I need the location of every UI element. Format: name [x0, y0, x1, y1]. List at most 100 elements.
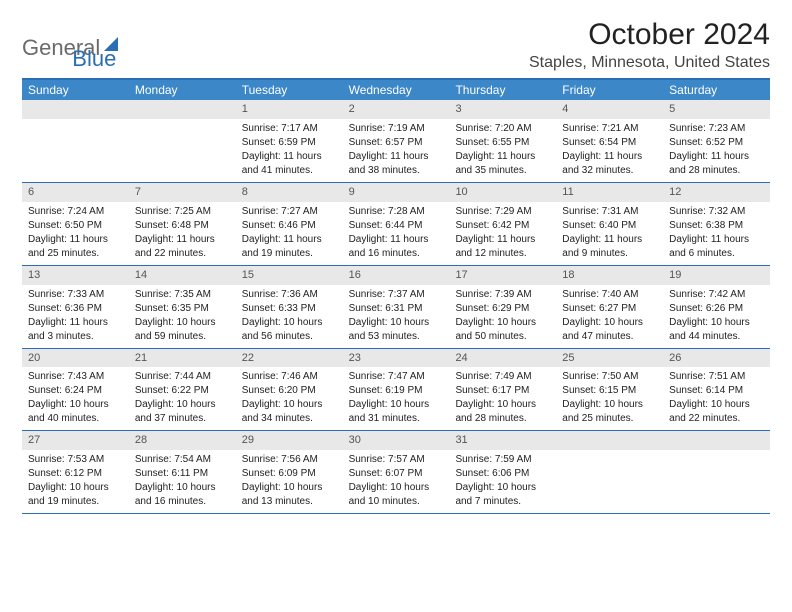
day-number: 1 [236, 100, 343, 119]
day-body: Sunrise: 7:24 AMSunset: 6:50 PMDaylight:… [22, 202, 129, 265]
daylight-text: and 31 minutes. [349, 412, 444, 426]
sunset-text: Sunset: 6:46 PM [242, 219, 337, 233]
daylight-text: and 28 minutes. [455, 412, 550, 426]
logo-text-blue: Blue [72, 46, 116, 72]
daylight-text: Daylight: 11 hours [28, 316, 123, 330]
sunset-text: Sunset: 6:12 PM [28, 467, 123, 481]
day-cell: 23Sunrise: 7:47 AMSunset: 6:19 PMDayligh… [343, 349, 450, 431]
daylight-text: and 13 minutes. [242, 495, 337, 509]
sunset-text: Sunset: 6:20 PM [242, 384, 337, 398]
day-number: 30 [343, 431, 450, 450]
sunrise-text: Sunrise: 7:32 AM [669, 205, 764, 219]
sunrise-text: Sunrise: 7:28 AM [349, 205, 444, 219]
day-body: Sunrise: 7:28 AMSunset: 6:44 PMDaylight:… [343, 202, 450, 265]
day-body: Sunrise: 7:21 AMSunset: 6:54 PMDaylight:… [556, 119, 663, 182]
day-body: Sunrise: 7:40 AMSunset: 6:27 PMDaylight:… [556, 285, 663, 348]
sunrise-text: Sunrise: 7:37 AM [349, 288, 444, 302]
sunrise-text: Sunrise: 7:19 AM [349, 122, 444, 136]
day-cell: 5Sunrise: 7:23 AMSunset: 6:52 PMDaylight… [663, 100, 770, 182]
day-cell: 19Sunrise: 7:42 AMSunset: 6:26 PMDayligh… [663, 266, 770, 348]
sunrise-text: Sunrise: 7:21 AM [562, 122, 657, 136]
day-body: Sunrise: 7:50 AMSunset: 6:15 PMDaylight:… [556, 367, 663, 430]
daylight-text: and 35 minutes. [455, 164, 550, 178]
daylight-text: and 44 minutes. [669, 330, 764, 344]
day-number: 16 [343, 266, 450, 285]
day-cell: 12Sunrise: 7:32 AMSunset: 6:38 PMDayligh… [663, 183, 770, 265]
daylight-text: and 34 minutes. [242, 412, 337, 426]
daylight-text: Daylight: 10 hours [669, 398, 764, 412]
day-number [129, 100, 236, 119]
sunset-text: Sunset: 6:27 PM [562, 302, 657, 316]
sunset-text: Sunset: 6:26 PM [669, 302, 764, 316]
week-row: 13Sunrise: 7:33 AMSunset: 6:36 PMDayligh… [22, 266, 770, 349]
sunset-text: Sunset: 6:24 PM [28, 384, 123, 398]
day-body: Sunrise: 7:20 AMSunset: 6:55 PMDaylight:… [449, 119, 556, 182]
daylight-text: Daylight: 10 hours [562, 398, 657, 412]
day-cell: 28Sunrise: 7:54 AMSunset: 6:11 PMDayligh… [129, 431, 236, 513]
sunset-text: Sunset: 6:33 PM [242, 302, 337, 316]
daylight-text: Daylight: 11 hours [562, 150, 657, 164]
day-body: Sunrise: 7:59 AMSunset: 6:06 PMDaylight:… [449, 450, 556, 513]
dow-row: SundayMondayTuesdayWednesdayThursdayFrid… [22, 80, 770, 100]
day-number [663, 431, 770, 450]
sunrise-text: Sunrise: 7:54 AM [135, 453, 230, 467]
calendar: SundayMondayTuesdayWednesdayThursdayFrid… [22, 78, 770, 514]
daylight-text: Daylight: 10 hours [669, 316, 764, 330]
day-cell: 9Sunrise: 7:28 AMSunset: 6:44 PMDaylight… [343, 183, 450, 265]
logo: General Blue [22, 18, 116, 72]
day-number: 20 [22, 349, 129, 368]
daylight-text: and 25 minutes. [562, 412, 657, 426]
day-cell: 1Sunrise: 7:17 AMSunset: 6:59 PMDaylight… [236, 100, 343, 182]
day-body: Sunrise: 7:27 AMSunset: 6:46 PMDaylight:… [236, 202, 343, 265]
day-body: Sunrise: 7:32 AMSunset: 6:38 PMDaylight:… [663, 202, 770, 265]
sunrise-text: Sunrise: 7:42 AM [669, 288, 764, 302]
daylight-text: and 9 minutes. [562, 247, 657, 261]
day-body: Sunrise: 7:42 AMSunset: 6:26 PMDaylight:… [663, 285, 770, 348]
day-body: Sunrise: 7:46 AMSunset: 6:20 PMDaylight:… [236, 367, 343, 430]
day-cell: 20Sunrise: 7:43 AMSunset: 6:24 PMDayligh… [22, 349, 129, 431]
day-number: 4 [556, 100, 663, 119]
day-body: Sunrise: 7:37 AMSunset: 6:31 PMDaylight:… [343, 285, 450, 348]
day-cell: 18Sunrise: 7:40 AMSunset: 6:27 PMDayligh… [556, 266, 663, 348]
daylight-text: Daylight: 10 hours [28, 481, 123, 495]
day-number: 27 [22, 431, 129, 450]
daylight-text: Daylight: 10 hours [455, 316, 550, 330]
day-number: 8 [236, 183, 343, 202]
day-number: 12 [663, 183, 770, 202]
sunrise-text: Sunrise: 7:44 AM [135, 370, 230, 384]
empty-cell [129, 100, 236, 182]
sunrise-text: Sunrise: 7:31 AM [562, 205, 657, 219]
day-body: Sunrise: 7:31 AMSunset: 6:40 PMDaylight:… [556, 202, 663, 265]
dow-thursday: Thursday [449, 80, 556, 100]
daylight-text: and 22 minutes. [669, 412, 764, 426]
sunset-text: Sunset: 6:48 PM [135, 219, 230, 233]
daylight-text: and 40 minutes. [28, 412, 123, 426]
sunrise-text: Sunrise: 7:36 AM [242, 288, 337, 302]
sunset-text: Sunset: 6:19 PM [349, 384, 444, 398]
day-body: Sunrise: 7:35 AMSunset: 6:35 PMDaylight:… [129, 285, 236, 348]
day-cell: 10Sunrise: 7:29 AMSunset: 6:42 PMDayligh… [449, 183, 556, 265]
day-cell: 31Sunrise: 7:59 AMSunset: 6:06 PMDayligh… [449, 431, 556, 513]
month-title: October 2024 [529, 18, 770, 52]
day-body: Sunrise: 7:54 AMSunset: 6:11 PMDaylight:… [129, 450, 236, 513]
daylight-text: and 28 minutes. [669, 164, 764, 178]
day-number: 9 [343, 183, 450, 202]
day-cell: 2Sunrise: 7:19 AMSunset: 6:57 PMDaylight… [343, 100, 450, 182]
sunset-text: Sunset: 6:42 PM [455, 219, 550, 233]
daylight-text: Daylight: 10 hours [242, 316, 337, 330]
sunset-text: Sunset: 6:57 PM [349, 136, 444, 150]
daylight-text: and 38 minutes. [349, 164, 444, 178]
day-cell: 16Sunrise: 7:37 AMSunset: 6:31 PMDayligh… [343, 266, 450, 348]
day-cell: 11Sunrise: 7:31 AMSunset: 6:40 PMDayligh… [556, 183, 663, 265]
day-number: 11 [556, 183, 663, 202]
daylight-text: Daylight: 10 hours [28, 398, 123, 412]
day-body: Sunrise: 7:25 AMSunset: 6:48 PMDaylight:… [129, 202, 236, 265]
sunset-text: Sunset: 6:14 PM [669, 384, 764, 398]
day-number: 21 [129, 349, 236, 368]
week-row: 20Sunrise: 7:43 AMSunset: 6:24 PMDayligh… [22, 349, 770, 432]
daylight-text: and 7 minutes. [455, 495, 550, 509]
week-row: 27Sunrise: 7:53 AMSunset: 6:12 PMDayligh… [22, 431, 770, 514]
day-number: 6 [22, 183, 129, 202]
week-row: 1Sunrise: 7:17 AMSunset: 6:59 PMDaylight… [22, 100, 770, 183]
sunrise-text: Sunrise: 7:40 AM [562, 288, 657, 302]
